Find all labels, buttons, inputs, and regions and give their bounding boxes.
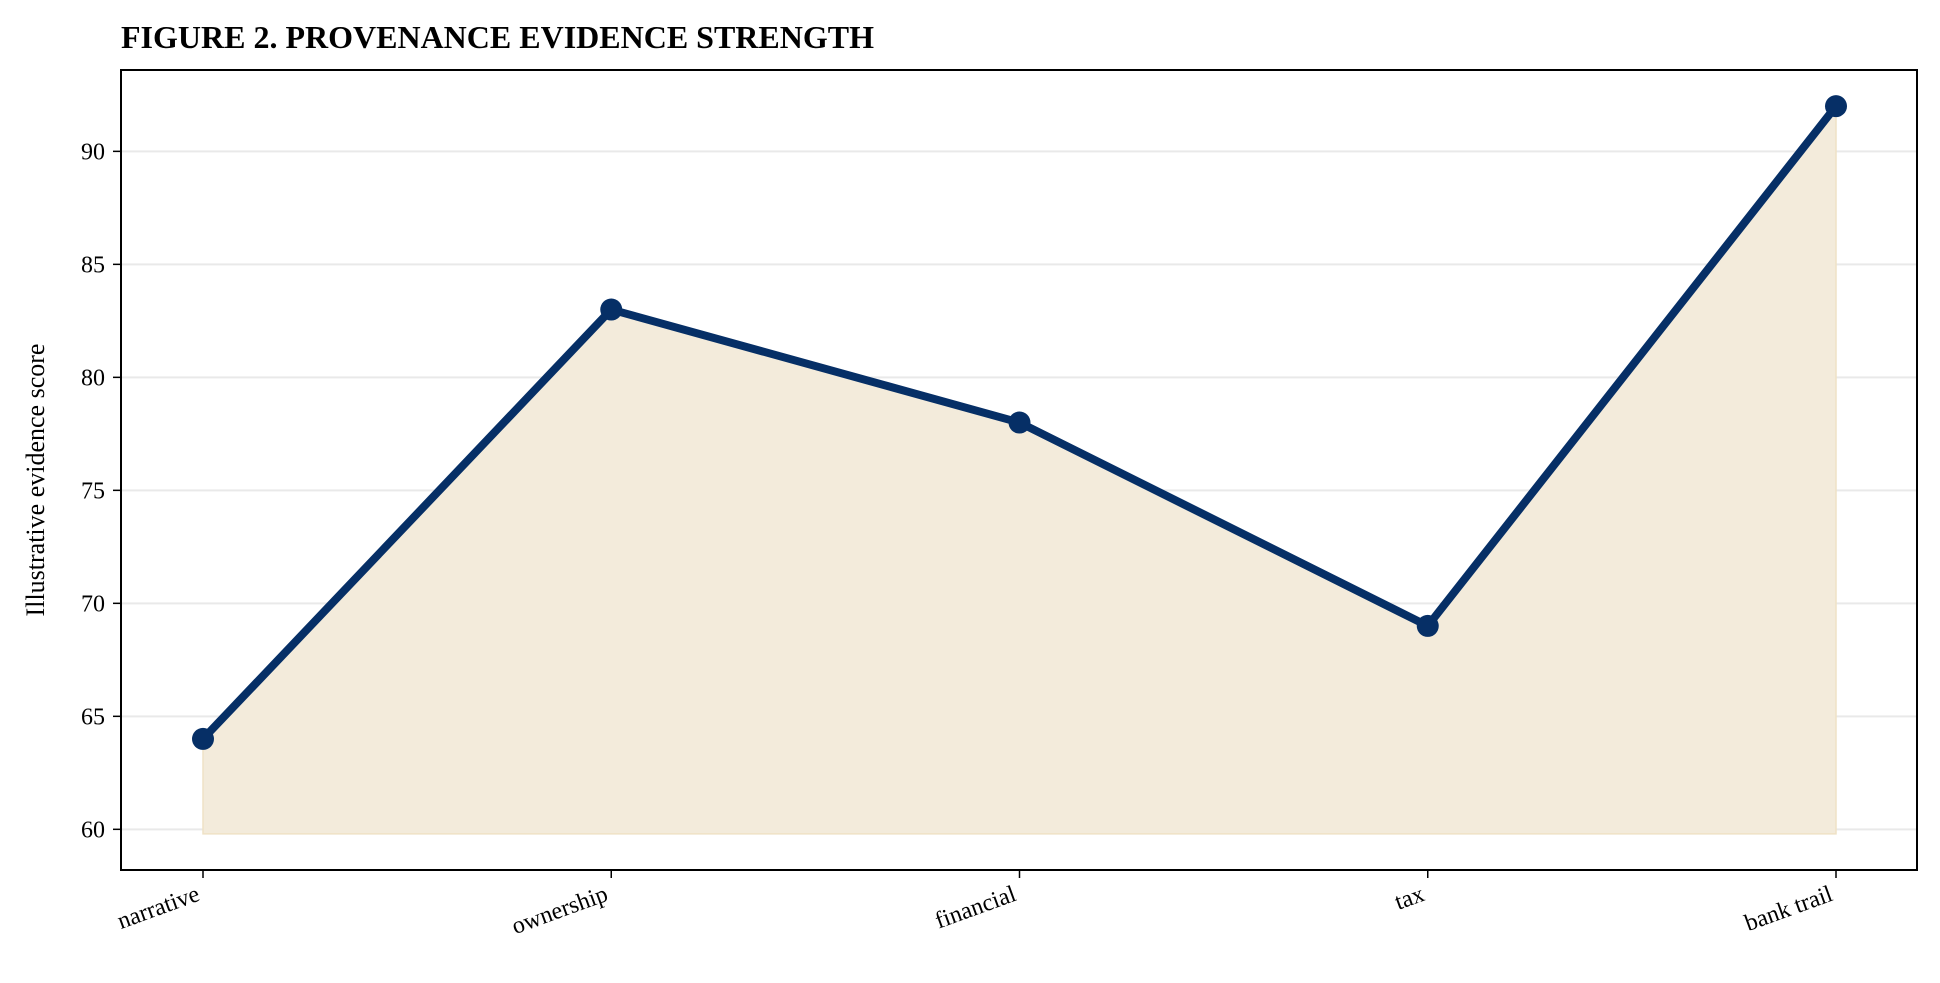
chart-title: FIGURE 2. PROVENANCE EVIDENCE STRENGTH [121,19,874,55]
y-tick-label: 70 [81,591,105,617]
y-axis-label: Illustrative evidence score [21,344,50,617]
data-point [1416,614,1439,637]
area-fill [202,103,1837,835]
y-axis: 60 65 70 75 80 85 90 [81,139,121,843]
data-point [1825,95,1847,118]
area-layer [202,103,1837,835]
data-point [1008,411,1031,434]
x-tick-label: tax [1391,881,1427,915]
y-tick-label: 65 [81,704,105,730]
y-tick-label: 75 [81,478,105,504]
x-tick-label: financial [932,881,1020,934]
y-tick-label: 90 [81,139,105,165]
points-layer [192,95,1847,750]
x-tick-label: narrative [114,881,203,935]
x-tick-label: ownership [508,881,611,940]
y-tick-label: 80 [81,365,105,391]
y-tick-label: 60 [81,817,105,843]
x-tick-label: bank trail [1741,881,1836,937]
x-axis: narrative ownership financial tax bank trail [114,870,1837,940]
data-point [192,727,214,750]
y-tick-label: 85 [81,252,105,278]
data-point [600,298,623,321]
